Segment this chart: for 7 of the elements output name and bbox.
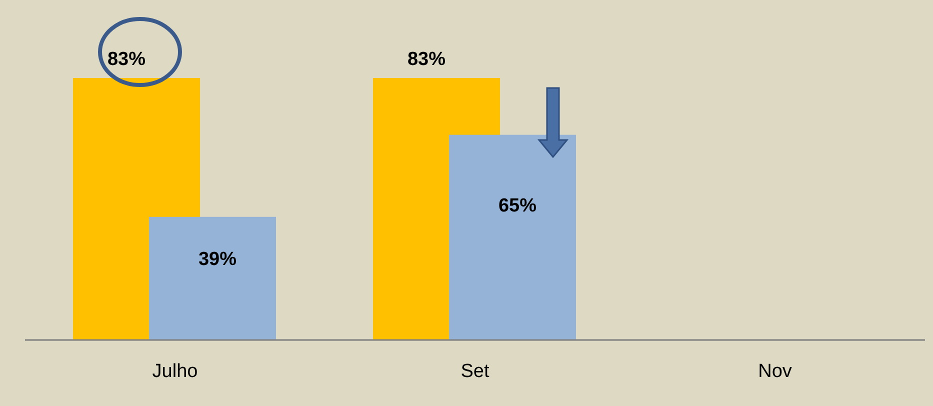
data-label: 83%: [407, 49, 446, 70]
x-tick-label: Nov: [758, 361, 792, 382]
data-label: 65%: [498, 196, 537, 217]
data-label: 39%: [198, 248, 237, 270]
x-tick-label: Julho: [152, 361, 198, 382]
x-tick-label: Set: [460, 361, 490, 382]
data-label: 83%: [107, 49, 146, 70]
